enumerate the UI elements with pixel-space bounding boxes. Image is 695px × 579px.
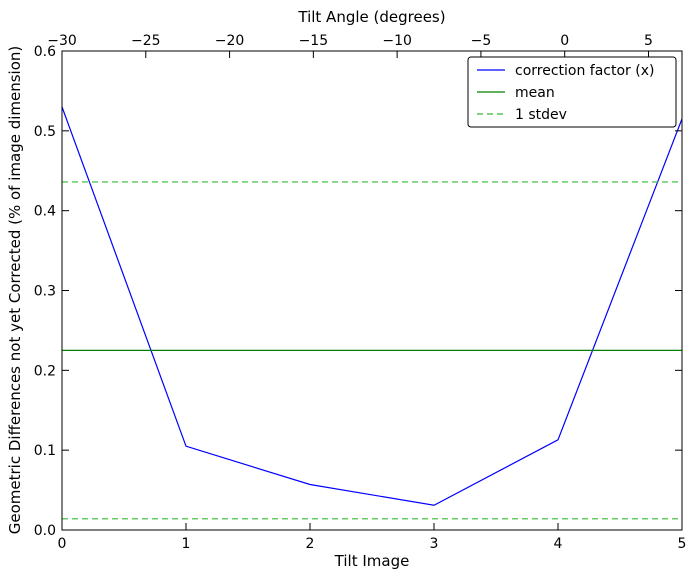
series-correction-factor-x-line xyxy=(61,106,683,506)
y-tick-label: 0.2 xyxy=(34,363,56,379)
legend: correction factor (x) mean 1 stdev xyxy=(467,56,677,128)
y-tick-label: 0.5 xyxy=(34,124,56,140)
x-tick-label: 1 xyxy=(182,536,191,552)
top-x-tick-label: −10 xyxy=(382,33,412,49)
top-x-tick-label: −25 xyxy=(131,33,161,49)
y-tick-label: 0.6 xyxy=(34,44,56,60)
top-x-tick-label: −30 xyxy=(47,33,77,49)
series-layer xyxy=(61,106,683,520)
top-x-tick-label: −20 xyxy=(215,33,245,49)
top-x-tick-label: 5 xyxy=(644,33,653,49)
tick-layer: 0 1 2 3 4 5 0.0 0.1 0.2 0.3 0.4 0.5 0.6−30 −25 −20 −15 −… xyxy=(34,33,687,552)
top-x-tick-label: −15 xyxy=(299,33,329,49)
y-tick-label: 0.0 xyxy=(34,523,56,539)
y-tick-label: 0.3 xyxy=(34,284,56,300)
x-tick-label: 5 xyxy=(678,536,687,552)
legend-box xyxy=(467,56,677,128)
x-tick-label: 0 xyxy=(58,536,67,552)
top-x-tick-label: 0 xyxy=(560,33,569,49)
legend-label-mean: mean xyxy=(515,85,555,101)
top-x-tick-label: −5 xyxy=(471,33,492,49)
y-tick-label: 0.1 xyxy=(34,443,56,459)
y-axis-label: Geometric Differences not yet Corrected … xyxy=(6,46,24,535)
legend-label-correction-factor: correction factor (x) xyxy=(515,63,654,79)
x-axis-label: Tilt Image xyxy=(334,552,410,570)
top-x-axis-label: Tilt Angle (degrees) xyxy=(297,8,445,26)
legend-label-stdev: 1 stdev xyxy=(515,107,567,123)
x-tick-label: 3 xyxy=(430,536,439,552)
x-tick-label: 2 xyxy=(306,536,315,552)
y-tick-label: 0.4 xyxy=(34,204,56,220)
x-tick-label: 4 xyxy=(554,536,563,552)
